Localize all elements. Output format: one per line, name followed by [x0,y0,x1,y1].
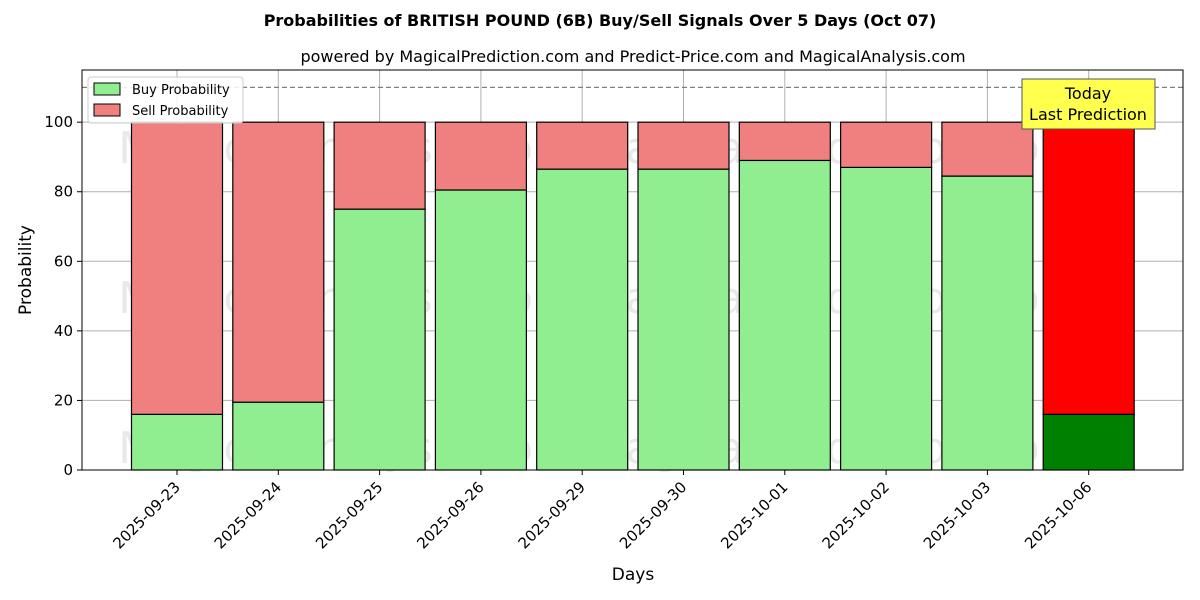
bar-buy-2025-10-01 [738,159,831,471]
legend-box [87,76,244,124]
bar-sell-2025-10-06 [1042,121,1135,415]
legend-swatch-buy [93,82,121,96]
annotation-box [1021,78,1156,130]
bar-sell-2025-10-03 [941,121,1034,177]
x-tick-label-0: 2025-09-23 [109,478,183,552]
bar-buy-2025-09-25 [333,208,426,471]
legend: Buy Probability Sell Probability [87,76,244,124]
bar-buy-2025-09-30 [637,168,730,471]
annotation-line-1: Today [1064,84,1111,103]
bar-sell-2025-10-02 [839,121,933,168]
bar-sell-2025-10-01 [738,121,831,162]
y-axis-label: Probability [16,225,36,315]
bar-buy-2025-09-23 [130,413,224,471]
y-tick-label-4: 80 [54,183,73,201]
chart-subtitle: powered by MagicalPrediction.com and Pre… [300,47,965,66]
bar-buy-2025-09-24 [232,401,325,471]
bar-sell-2025-09-29 [536,121,629,170]
x-axis-ticks: 2025-09-23 2025-09-24 2025-09-25 2025-09-26… [109,470,1096,552]
x-axis-label: Days [612,565,655,585]
y-tick-label-2: 40 [54,322,73,340]
bar-sell-2025-09-30 [637,121,730,170]
legend-label-buy: Buy Probability [132,83,230,98]
y-tick-label-3: 60 [54,252,73,270]
today-annotation: Today Last Prediction [1021,78,1156,130]
x-tick-label-3: 2025-09-26 [413,478,487,552]
bar-buy-2025-10-03 [941,175,1034,471]
bars [130,121,1135,471]
y-axis-ticks: 0 20 40 60 80 100 [44,113,82,479]
bar-buy-2025-09-29 [536,168,629,471]
bar-sell-2025-09-26 [434,121,527,191]
bar-buy-2025-10-06 [1042,413,1135,471]
bar-buy-2025-10-02 [839,166,933,471]
bar-sell-2025-09-24 [232,121,325,403]
bar-sell-2025-09-23 [130,121,224,415]
x-tick-label-6: 2025-10-01 [717,478,791,552]
annotation-line-2: Last Prediction [1029,105,1147,124]
y-tick-label-0: 0 [63,461,73,479]
x-tick-label-5: 2025-09-30 [616,478,690,552]
y-tick-label-1: 20 [54,391,73,409]
bar-buy-2025-09-26 [434,189,527,471]
x-tick-label-8: 2025-10-03 [920,478,994,552]
x-tick-label-9: 2025-10-06 [1021,478,1095,552]
legend-swatch-sell [93,103,121,117]
x-tick-label-4: 2025-09-29 [515,478,589,552]
x-tick-label-2: 2025-09-25 [312,478,386,552]
plot-frame [81,69,1184,471]
legend-label-sell: Sell Probability [132,104,229,119]
y-tick-label-5: 100 [44,113,73,131]
x-tick-label-7: 2025-10-02 [819,478,893,552]
bar-sell-2025-09-25 [333,121,426,210]
chart-title: Probabilities of BRITISH POUND (6B) Buy/… [264,11,937,30]
x-tick-label-1: 2025-09-24 [211,478,285,552]
